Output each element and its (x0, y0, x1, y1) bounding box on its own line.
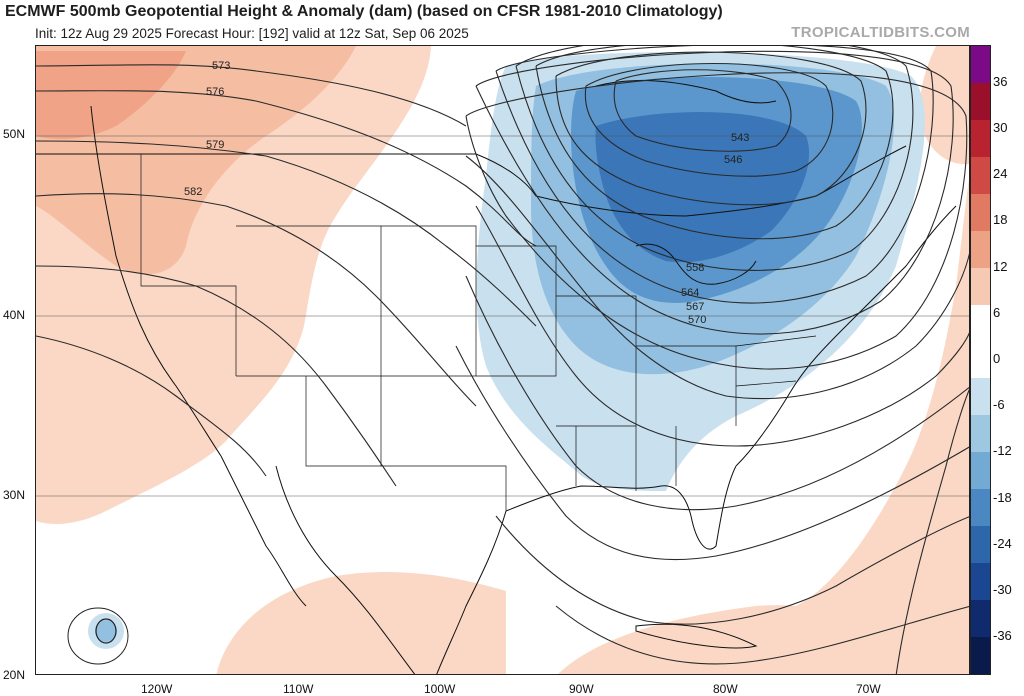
colorbar-tick-label: 0 (993, 351, 1001, 366)
colorbar-swatch (971, 230, 990, 268)
cuba (635, 623, 758, 649)
contour-582 (36, 193, 477, 407)
contour-579-east (495, 515, 969, 625)
contour-576 (36, 90, 537, 247)
contour-label-576: 576 (206, 86, 224, 98)
contour-543 (613, 69, 792, 152)
contour-570 (475, 205, 969, 447)
chart-subtitle: Init: 12z Aug 29 2025 Forecast Hour: [19… (35, 26, 469, 41)
lon-label-120w: 120W (141, 682, 173, 696)
colorbar-tick-label: -24 (993, 535, 1012, 551)
colorbar-swatch (971, 156, 990, 194)
contour-546 (584, 63, 834, 177)
us-west-coast (90, 105, 222, 457)
colorbar-swatch (971, 452, 990, 490)
contour-564 (465, 72, 968, 370)
contour-label-567: 567 (686, 301, 704, 313)
contour-label-573: 573 (212, 60, 230, 72)
colorbar-swatch (971, 119, 990, 157)
colorbar-swatch (971, 526, 990, 564)
colorbar-swatch (971, 600, 990, 637)
contour-549 (555, 51, 867, 206)
lat-label-30n: 30N (3, 488, 26, 502)
lat-label-20n: 20N (3, 668, 26, 682)
colorbar-tick-label: -18 (993, 489, 1012, 505)
contour-579 (36, 140, 537, 327)
colorbar-swatch (971, 304, 990, 342)
colorbar-swatch (971, 563, 990, 601)
colorbar-tick-label: 12 (993, 258, 1008, 274)
great-lakes (635, 243, 757, 285)
caribbean-positive-anomaly (558, 605, 895, 674)
contour-deep-south (36, 335, 267, 477)
lon-label-90w: 90W (569, 682, 594, 696)
lon-label-110w: 110W (283, 682, 314, 696)
negative-anomaly-fill (476, 52, 925, 492)
contour-label-579: 579 (206, 139, 224, 151)
pacific-nw-positive-strong (36, 51, 186, 139)
coastlines (36, 80, 957, 674)
colorbar-swatch (971, 82, 990, 120)
colorbar-tick-label: 24 (993, 166, 1008, 182)
colorbar-tick-label: -30 (993, 581, 1012, 597)
colorbar-tick-label: 36 (993, 73, 1008, 89)
colorbar-swatch (971, 415, 990, 453)
map-svg: 573 576 579 582 543 546 558 564 567 570 (36, 46, 969, 674)
us-east-coast (735, 205, 957, 467)
contour-567 (465, 155, 969, 400)
lon-label-80w: 80W (713, 682, 738, 696)
colorbar-tick-label: 18 (993, 212, 1008, 228)
mexico-east-coast (436, 510, 507, 674)
hudson-bay-coast (595, 80, 777, 104)
lat-label-40n: 40N (3, 308, 26, 322)
colorbar-swatch (971, 378, 990, 416)
colorbar-tick-label: 30 (993, 120, 1008, 136)
colorbar-tick-label: -36 (993, 628, 1012, 644)
contour-555 (515, 46, 914, 271)
credit-watermark: TROPICALTIDBITS.COM (791, 24, 970, 41)
colorbar-tick-label: -12 (993, 443, 1012, 459)
lat-label-50n: 50N (3, 127, 26, 141)
contour-label-543: 543 (731, 132, 749, 144)
east-positive-anomaly (638, 179, 969, 674)
contour-label-564: 564 (681, 287, 699, 299)
height-contours (36, 46, 969, 674)
gulf-positive-anomaly (216, 571, 506, 674)
graticule (36, 135, 969, 497)
contour-atlantic-high (895, 389, 969, 674)
colorbar-swatch (971, 637, 990, 674)
colorbar-swatch (971, 341, 990, 379)
colorbar (970, 45, 991, 675)
contour-label-582: 582 (184, 186, 202, 198)
contour-label-570: 570 (688, 314, 706, 326)
lon-label-100w: 100W (424, 682, 456, 696)
contour-label-558: 558 (686, 262, 704, 274)
chart-title: ECMWF 500mb Geopotential Height & Anomal… (5, 3, 723, 20)
ne-positive-anomaly (919, 46, 969, 165)
contour-558 (495, 46, 934, 304)
pacific-low (67, 607, 129, 665)
colorbar-swatch (971, 489, 990, 527)
contour-573 (36, 64, 467, 127)
contour-southwest (36, 265, 397, 487)
lon-label-70w: 70W (856, 682, 881, 696)
map-panel: 573 576 579 582 543 546 558 564 567 570 (35, 45, 970, 675)
contour-561 (475, 50, 954, 335)
contour-label-546: 546 (724, 154, 742, 166)
contour-582-east (555, 605, 969, 665)
colorbar-swatch (971, 46, 990, 83)
contour-573-east (465, 275, 969, 511)
positive-anomaly-fill (36, 46, 969, 674)
colorbar-tick-label: 6 (993, 304, 1001, 320)
baja-and-mexico-coast (220, 455, 416, 674)
contour-552 (535, 46, 894, 240)
contour-label-group: 573 576 579 582 543 546 558 564 567 570 (184, 60, 749, 326)
contour-576-east (455, 345, 969, 561)
colorbar-swatch (971, 267, 990, 305)
colorbar-swatch (971, 193, 990, 231)
gulf-coast (505, 465, 737, 550)
colorbar-tick-label: -6 (993, 397, 1005, 413)
us-canada-border (36, 145, 907, 217)
